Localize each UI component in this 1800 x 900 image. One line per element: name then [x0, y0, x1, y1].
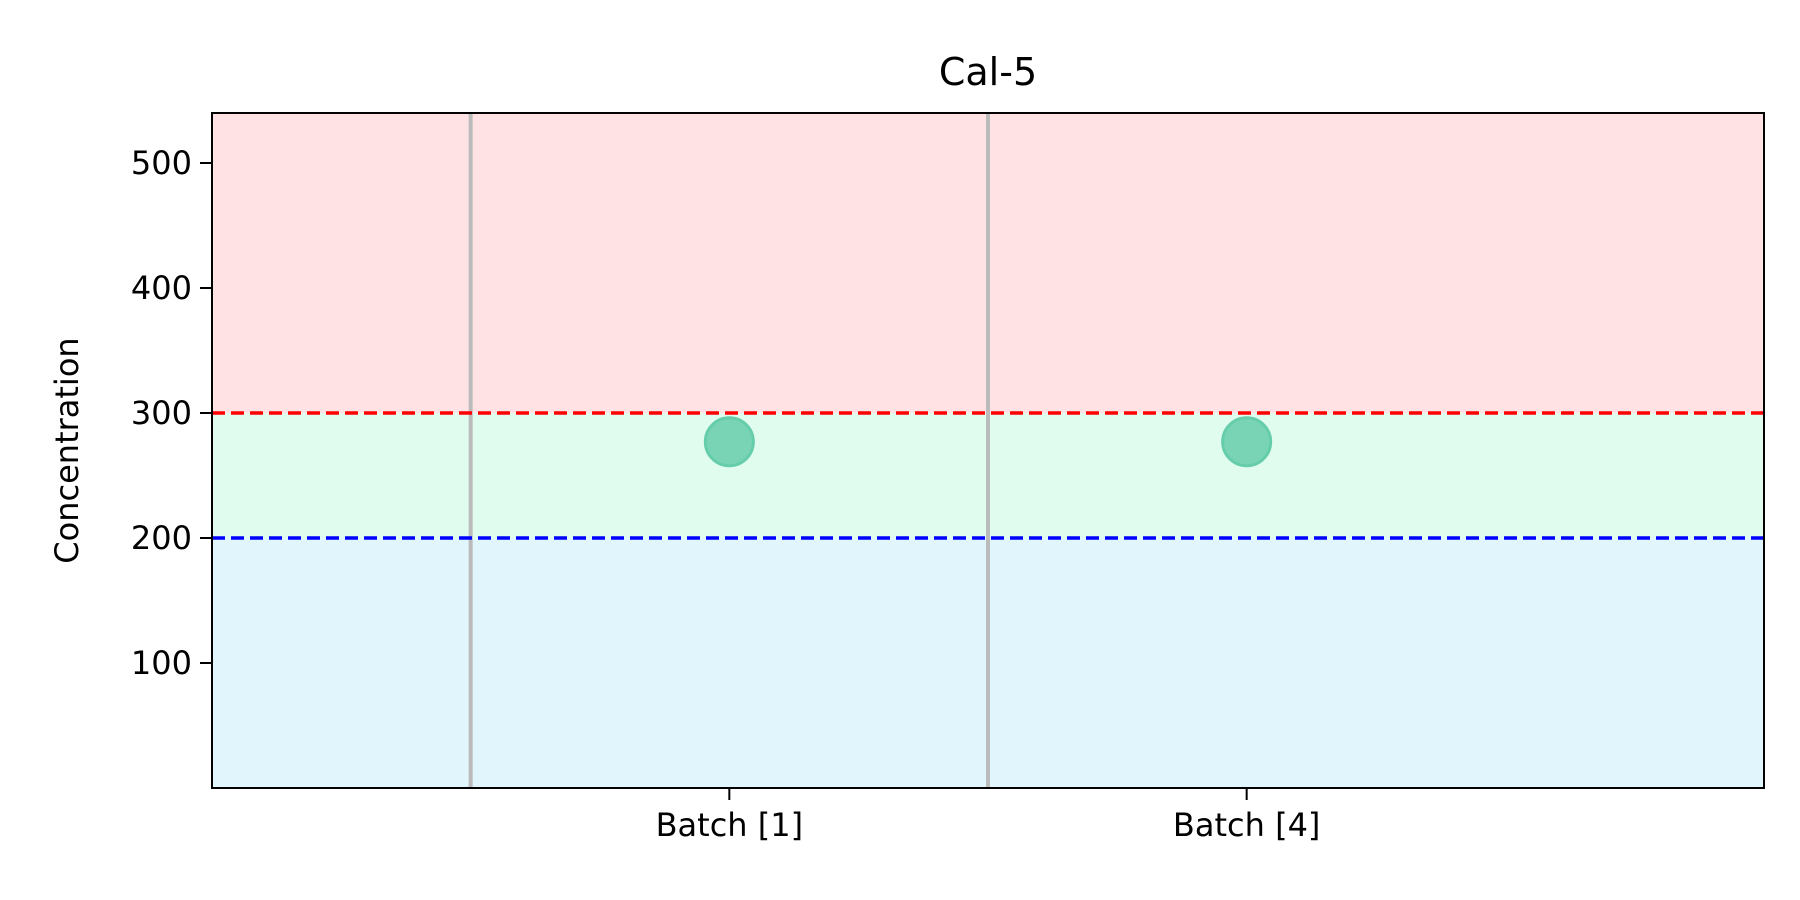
chart-title: Cal-5 [939, 50, 1037, 94]
y-tick-label: 100 [131, 644, 192, 682]
data-points [703, 416, 1273, 468]
x-tick-label: Batch [1] [656, 806, 803, 844]
y-axis-ticks: 100 200 300 400 500 [131, 144, 212, 682]
data-point-0-0 [703, 416, 755, 468]
y-tick-label: 500 [131, 144, 192, 182]
plot-frame [211, 112, 1765, 789]
y-tick-label: 400 [131, 269, 192, 307]
batch-separators [468, 113, 990, 788]
y-axis-label: Concentration [48, 337, 86, 563]
x-tick-label: Batch [4] [1173, 806, 1320, 844]
reference-lines [212, 411, 1764, 540]
data-point-0-1 [1221, 416, 1273, 468]
y-tick-label: 300 [131, 394, 192, 432]
x-axis-ticks: Batch [1] Batch [4] [656, 788, 1320, 844]
y-tick-label: 200 [131, 519, 192, 557]
